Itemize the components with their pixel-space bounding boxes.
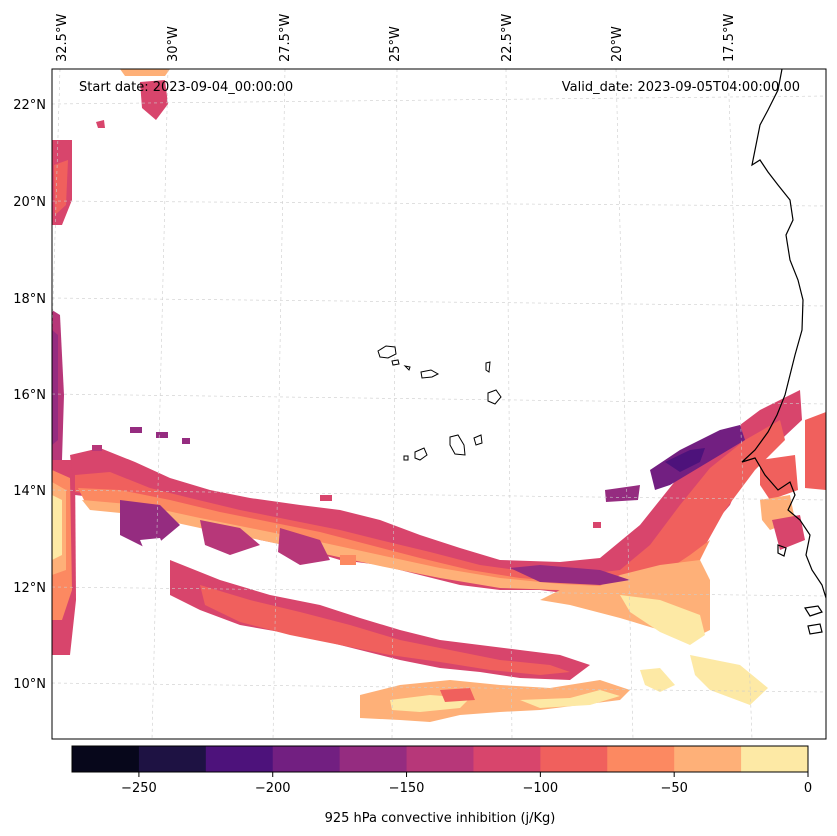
- colorbar-swatch: [272, 746, 341, 772]
- lon-label: 30°W: [166, 26, 181, 62]
- colorbar-swatch: [607, 746, 675, 772]
- graticule: [52, 69, 826, 739]
- cin-band-bottom: [360, 680, 630, 722]
- colorbar-swatch: [406, 746, 474, 772]
- lat-label: 20°N: [13, 195, 46, 210]
- lon-label: 22.5°W: [500, 14, 515, 62]
- colorbar-tick-label: 0: [804, 781, 812, 796]
- colorbar-label: 925 hPa convective inhibition (j/Kg): [325, 811, 556, 826]
- latitude-labels: 22°N 20°N 18°N 16°N 14°N 12°N 10°N: [13, 98, 46, 692]
- colorbar-tick-label: −100: [523, 781, 559, 796]
- lon-label: 27.5°W: [278, 14, 293, 62]
- lat-label: 14°N: [13, 484, 46, 499]
- lat-label: 18°N: [13, 292, 46, 307]
- colorbar-swatch: [339, 746, 408, 772]
- cin-patches-north: [120, 69, 170, 76]
- colorbar-swatch: [72, 746, 140, 772]
- colorbar-swatch: [205, 746, 274, 772]
- colorbar: [72, 746, 809, 772]
- lon-label: 20°W: [610, 26, 625, 62]
- cin-field: [52, 69, 826, 722]
- colorbar-tick-label: −150: [389, 781, 425, 796]
- map-area: [52, 69, 826, 739]
- lat-label: 10°N: [13, 677, 46, 692]
- lon-label: 25°W: [388, 26, 403, 62]
- lat-label: 22°N: [13, 98, 46, 113]
- colorbar-swatch: [540, 746, 608, 772]
- coastline: [741, 68, 827, 635]
- colorbar-swatch: [473, 746, 541, 772]
- colorbar-tick-label: −200: [255, 781, 291, 796]
- longitude-labels: 32.5°W 30°W 27.5°W 25°W 22.5°W 20°W 17.5…: [55, 14, 737, 62]
- lat-label: 12°N: [13, 581, 46, 596]
- start-date-label: Start date: 2023-09-04_00:00:00: [79, 80, 293, 95]
- valid-date-label: Valid_date: 2023-09-05T04:00:00.00: [562, 80, 800, 95]
- colorbar-swatch: [138, 746, 207, 772]
- colorbar-swatch: [674, 746, 742, 772]
- lon-label: 17.5°W: [722, 14, 737, 62]
- colorbar-ticks: −250 −200 −150 −100 −50 0: [121, 772, 812, 796]
- colorbar-frame: [71, 745, 809, 773]
- cin-band-south: [170, 560, 590, 680]
- colorbar-tick-label: −50: [660, 781, 687, 796]
- cape-verde-islands: [377, 345, 502, 461]
- colorbar-swatch: [741, 746, 809, 772]
- colorbar-tick-label: −250: [121, 781, 157, 796]
- cin-band-main: [70, 390, 802, 600]
- map-frame: [51, 68, 827, 740]
- lat-label: 16°N: [13, 388, 46, 403]
- cin-band-east-coast: [805, 412, 826, 490]
- lon-label: 32.5°W: [55, 14, 70, 62]
